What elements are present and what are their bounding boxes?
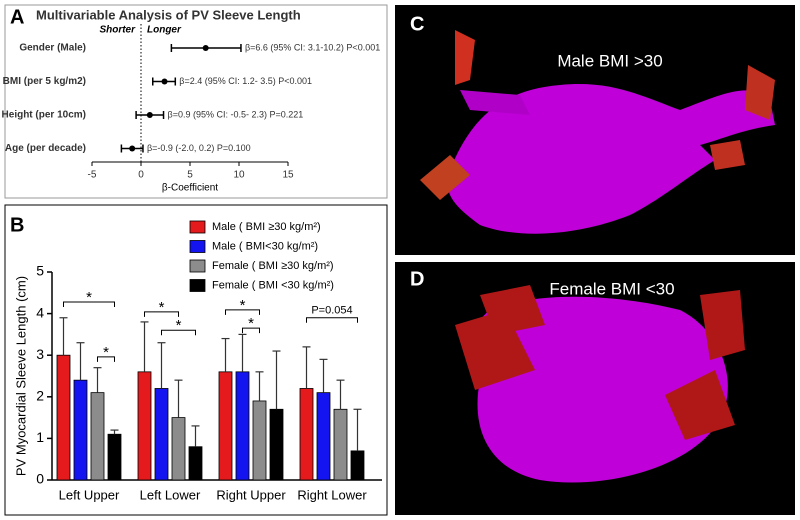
y-tick-label: 3 xyxy=(36,346,44,362)
y-tick-label: 1 xyxy=(36,429,44,445)
vein-ostium xyxy=(455,310,535,390)
image-panel-d: D Female BMI <30 xyxy=(395,262,795,515)
significance-bracket xyxy=(63,301,115,307)
significance-bracket xyxy=(161,329,196,336)
value-label: β=6.6 (95% CI: 3.1-10.2) P<0.001 xyxy=(245,42,380,52)
chart-title: Multivariable Analysis of PV Sleeve Leng… xyxy=(36,7,301,22)
panel-label: D xyxy=(410,268,424,290)
x-tick-label: Right Lower xyxy=(297,487,367,502)
bar xyxy=(73,379,88,481)
image-caption: Female BMI <30 xyxy=(549,279,674,298)
image-caption: Male BMI >30 xyxy=(557,51,662,70)
heart-model xyxy=(447,84,775,234)
significance-label: * xyxy=(176,317,182,334)
significance-label: * xyxy=(248,315,254,332)
x-tick-label: Left Lower xyxy=(140,487,201,502)
vein-ostium xyxy=(420,155,470,200)
bar xyxy=(235,371,250,481)
bar xyxy=(107,433,122,481)
y-tick-label: Age (per decade) xyxy=(5,143,86,154)
point-estimate xyxy=(146,112,153,118)
vein-ostium xyxy=(710,140,745,170)
significance-label: P=0.054 xyxy=(311,305,352,317)
y-axis-label: PV Myocardial Sleeve Length (cm) xyxy=(13,276,28,476)
y-tick-label: 4 xyxy=(36,304,44,320)
bar xyxy=(333,408,348,481)
significance-bracket xyxy=(225,309,260,315)
y-tick-label: 0 xyxy=(36,471,44,487)
panel-label: B xyxy=(10,214,24,236)
bar xyxy=(252,400,267,481)
legend-label: Female ( BMI <30 kg/m²) xyxy=(212,279,334,291)
vein-ostium xyxy=(700,290,745,360)
significance-label: * xyxy=(86,289,92,306)
heart-model xyxy=(473,296,728,483)
x-tick-label: Left Upper xyxy=(59,487,120,502)
bar xyxy=(316,392,331,481)
legend-label: Male ( BMI<30 kg/m²) xyxy=(212,240,318,252)
significance-bracket xyxy=(242,327,260,334)
x-tick-label: 15 xyxy=(282,170,294,181)
y-tick-label: 5 xyxy=(36,263,44,279)
vein-ostium xyxy=(745,65,775,120)
y-tick-label: Height (per 10cm) xyxy=(2,110,86,121)
bar xyxy=(188,446,203,481)
image-panel-c: C Male BMI >30 xyxy=(395,5,795,255)
bar xyxy=(269,408,284,481)
x-tick-label: 10 xyxy=(233,170,245,181)
y-tick-label: Gender (Male) xyxy=(19,43,86,54)
panel-b-frame xyxy=(4,204,388,516)
point-estimate xyxy=(202,45,209,51)
y-tick-label: BMI (per 5 kg/m2) xyxy=(3,76,86,87)
bar xyxy=(137,371,152,481)
bar xyxy=(299,388,314,481)
panel-a-frame xyxy=(4,4,388,199)
vein xyxy=(460,90,530,115)
bar xyxy=(218,371,233,481)
x-tick-label: 0 xyxy=(138,170,144,181)
significance-label: * xyxy=(240,297,246,314)
legend-label: Female ( BMI ≥30 kg/m²) xyxy=(212,260,334,272)
y-tick-label: 2 xyxy=(36,388,44,404)
legend-swatch xyxy=(189,279,206,292)
bar xyxy=(90,392,105,481)
vein-ostium xyxy=(665,370,735,440)
annotation: Shorter xyxy=(99,25,136,36)
x-tick-label: 5 xyxy=(187,170,193,181)
significance-bracket xyxy=(144,311,179,317)
value-label: β=0.9 (95% CI: -0.5- 2.3) P=0.221 xyxy=(168,109,304,119)
significance-bracket xyxy=(306,317,358,323)
bar xyxy=(350,450,365,481)
bar xyxy=(171,417,186,481)
significance-label: * xyxy=(103,344,109,361)
significance-bracket xyxy=(97,356,115,362)
value-label: β=-0.9 (-2.0, 0.2) P=0.100 xyxy=(147,143,251,153)
x-tick-label: Right Upper xyxy=(216,487,286,502)
point-estimate xyxy=(161,78,168,85)
bar xyxy=(154,388,169,481)
legend-swatch xyxy=(189,259,206,273)
significance-label: * xyxy=(159,299,165,316)
value-label: β=2.4 (95% CI: 1.2- 3.5) P<0.001 xyxy=(179,76,312,86)
point-estimate xyxy=(129,145,136,152)
legend-swatch xyxy=(189,240,206,253)
annotation: Longer xyxy=(147,25,182,36)
vein-ostium xyxy=(455,30,475,85)
bar xyxy=(56,354,71,481)
panel-label: A xyxy=(10,6,24,28)
legend-label: Male ( BMI ≥30 kg/m²) xyxy=(212,221,321,233)
x-tick-label: -5 xyxy=(88,170,97,181)
panel-label: C xyxy=(410,13,424,35)
legend-swatch xyxy=(189,220,206,234)
x-axis-label: β-Coefficient xyxy=(162,183,218,194)
